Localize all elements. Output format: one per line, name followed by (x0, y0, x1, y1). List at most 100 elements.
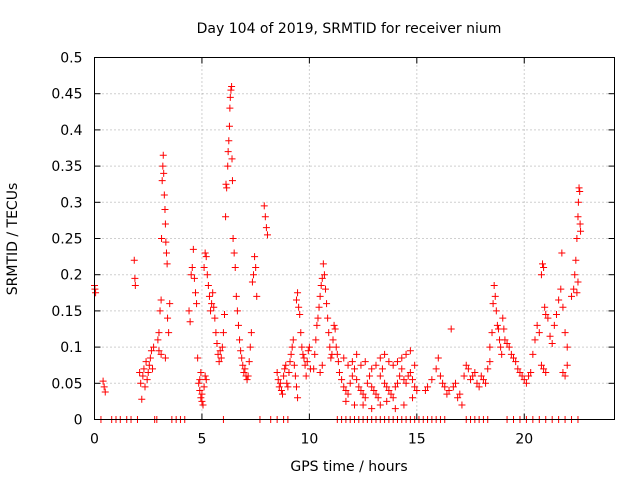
data-point (216, 347, 224, 355)
data-point (218, 343, 226, 351)
data-point (209, 289, 217, 297)
data-point (535, 329, 543, 337)
data-point (559, 303, 567, 311)
data-point (411, 361, 419, 369)
data-point (226, 93, 234, 101)
data-point (315, 303, 323, 311)
data-point (491, 292, 499, 300)
data-point (251, 253, 259, 261)
data-point (199, 401, 207, 409)
y-tick-label-5: 0.25 (51, 232, 82, 248)
data-point (482, 379, 490, 387)
data-point (376, 372, 384, 380)
data-point (201, 249, 209, 257)
data-point (533, 321, 541, 329)
y-axis-label: SRMTID / TECUs (5, 183, 21, 296)
data-point (510, 354, 518, 362)
x-tick-label-1: 5 (197, 432, 206, 448)
data-point (486, 358, 494, 366)
data-point (539, 260, 547, 268)
data-point (225, 122, 233, 130)
data-point (542, 368, 550, 376)
data-point (428, 376, 436, 384)
data-point (101, 388, 109, 396)
data-point (559, 368, 567, 376)
data-point (402, 379, 410, 387)
data-point (561, 372, 569, 380)
data-point (574, 198, 582, 206)
data-point (185, 307, 193, 315)
data-point (497, 343, 505, 351)
data-point (162, 249, 170, 257)
data-point (409, 394, 417, 402)
data-point (228, 177, 236, 185)
data-point (460, 372, 468, 380)
data-point (381, 379, 389, 387)
data-point (570, 285, 578, 293)
data-point (141, 383, 149, 391)
data-point (99, 377, 107, 385)
data-point (230, 249, 238, 257)
data-point (368, 383, 376, 391)
data-point (208, 300, 216, 308)
data-point (194, 354, 202, 362)
data-point (207, 307, 215, 315)
data-point (376, 354, 384, 362)
data-point (313, 321, 321, 329)
data-point (359, 401, 367, 409)
y-tick-label-9: 0.45 (51, 87, 82, 103)
data-point (155, 329, 163, 337)
data-point (300, 354, 308, 362)
data-point (159, 162, 167, 170)
data-point (231, 263, 239, 271)
data-point (351, 401, 358, 409)
data-point (298, 343, 306, 351)
data-point (292, 383, 300, 391)
data-point (342, 397, 350, 405)
data-point (381, 350, 389, 358)
data-point (292, 296, 300, 304)
data-point (324, 314, 332, 322)
data-point (393, 358, 401, 366)
data-point (340, 354, 348, 362)
data-point (454, 394, 462, 402)
x-axis-label: GPS time / hours (290, 459, 407, 475)
data-point (368, 405, 376, 413)
data-point (424, 383, 432, 391)
data-point (383, 383, 391, 391)
data-point (361, 394, 369, 402)
data-point (540, 365, 548, 373)
data-point (516, 368, 524, 376)
data-point (285, 368, 293, 376)
data-point (404, 372, 412, 380)
data-point (317, 282, 325, 290)
data-point (389, 394, 397, 402)
data-point (462, 361, 470, 369)
data-point (200, 263, 208, 271)
data-point (318, 361, 326, 369)
data-point (236, 336, 244, 344)
data-point (541, 303, 549, 311)
data-point (311, 350, 319, 358)
data-point (140, 365, 148, 373)
data-point (498, 350, 506, 358)
data-point (160, 169, 168, 177)
data-point (155, 347, 163, 355)
data-point (357, 361, 365, 369)
data-point (157, 296, 165, 304)
data-point (294, 394, 302, 402)
x-tick-label-0: 0 (90, 432, 99, 448)
data-point (294, 289, 302, 297)
data-point (160, 191, 168, 199)
data-point (325, 329, 333, 337)
data-point (550, 321, 558, 329)
data-point (241, 365, 249, 373)
data-point (385, 358, 393, 366)
data-point (413, 387, 421, 395)
data-point (359, 390, 367, 398)
data-point (228, 155, 236, 163)
data-point (321, 285, 329, 293)
data-point (327, 354, 335, 362)
data-point (250, 271, 258, 279)
data-point (195, 379, 203, 387)
